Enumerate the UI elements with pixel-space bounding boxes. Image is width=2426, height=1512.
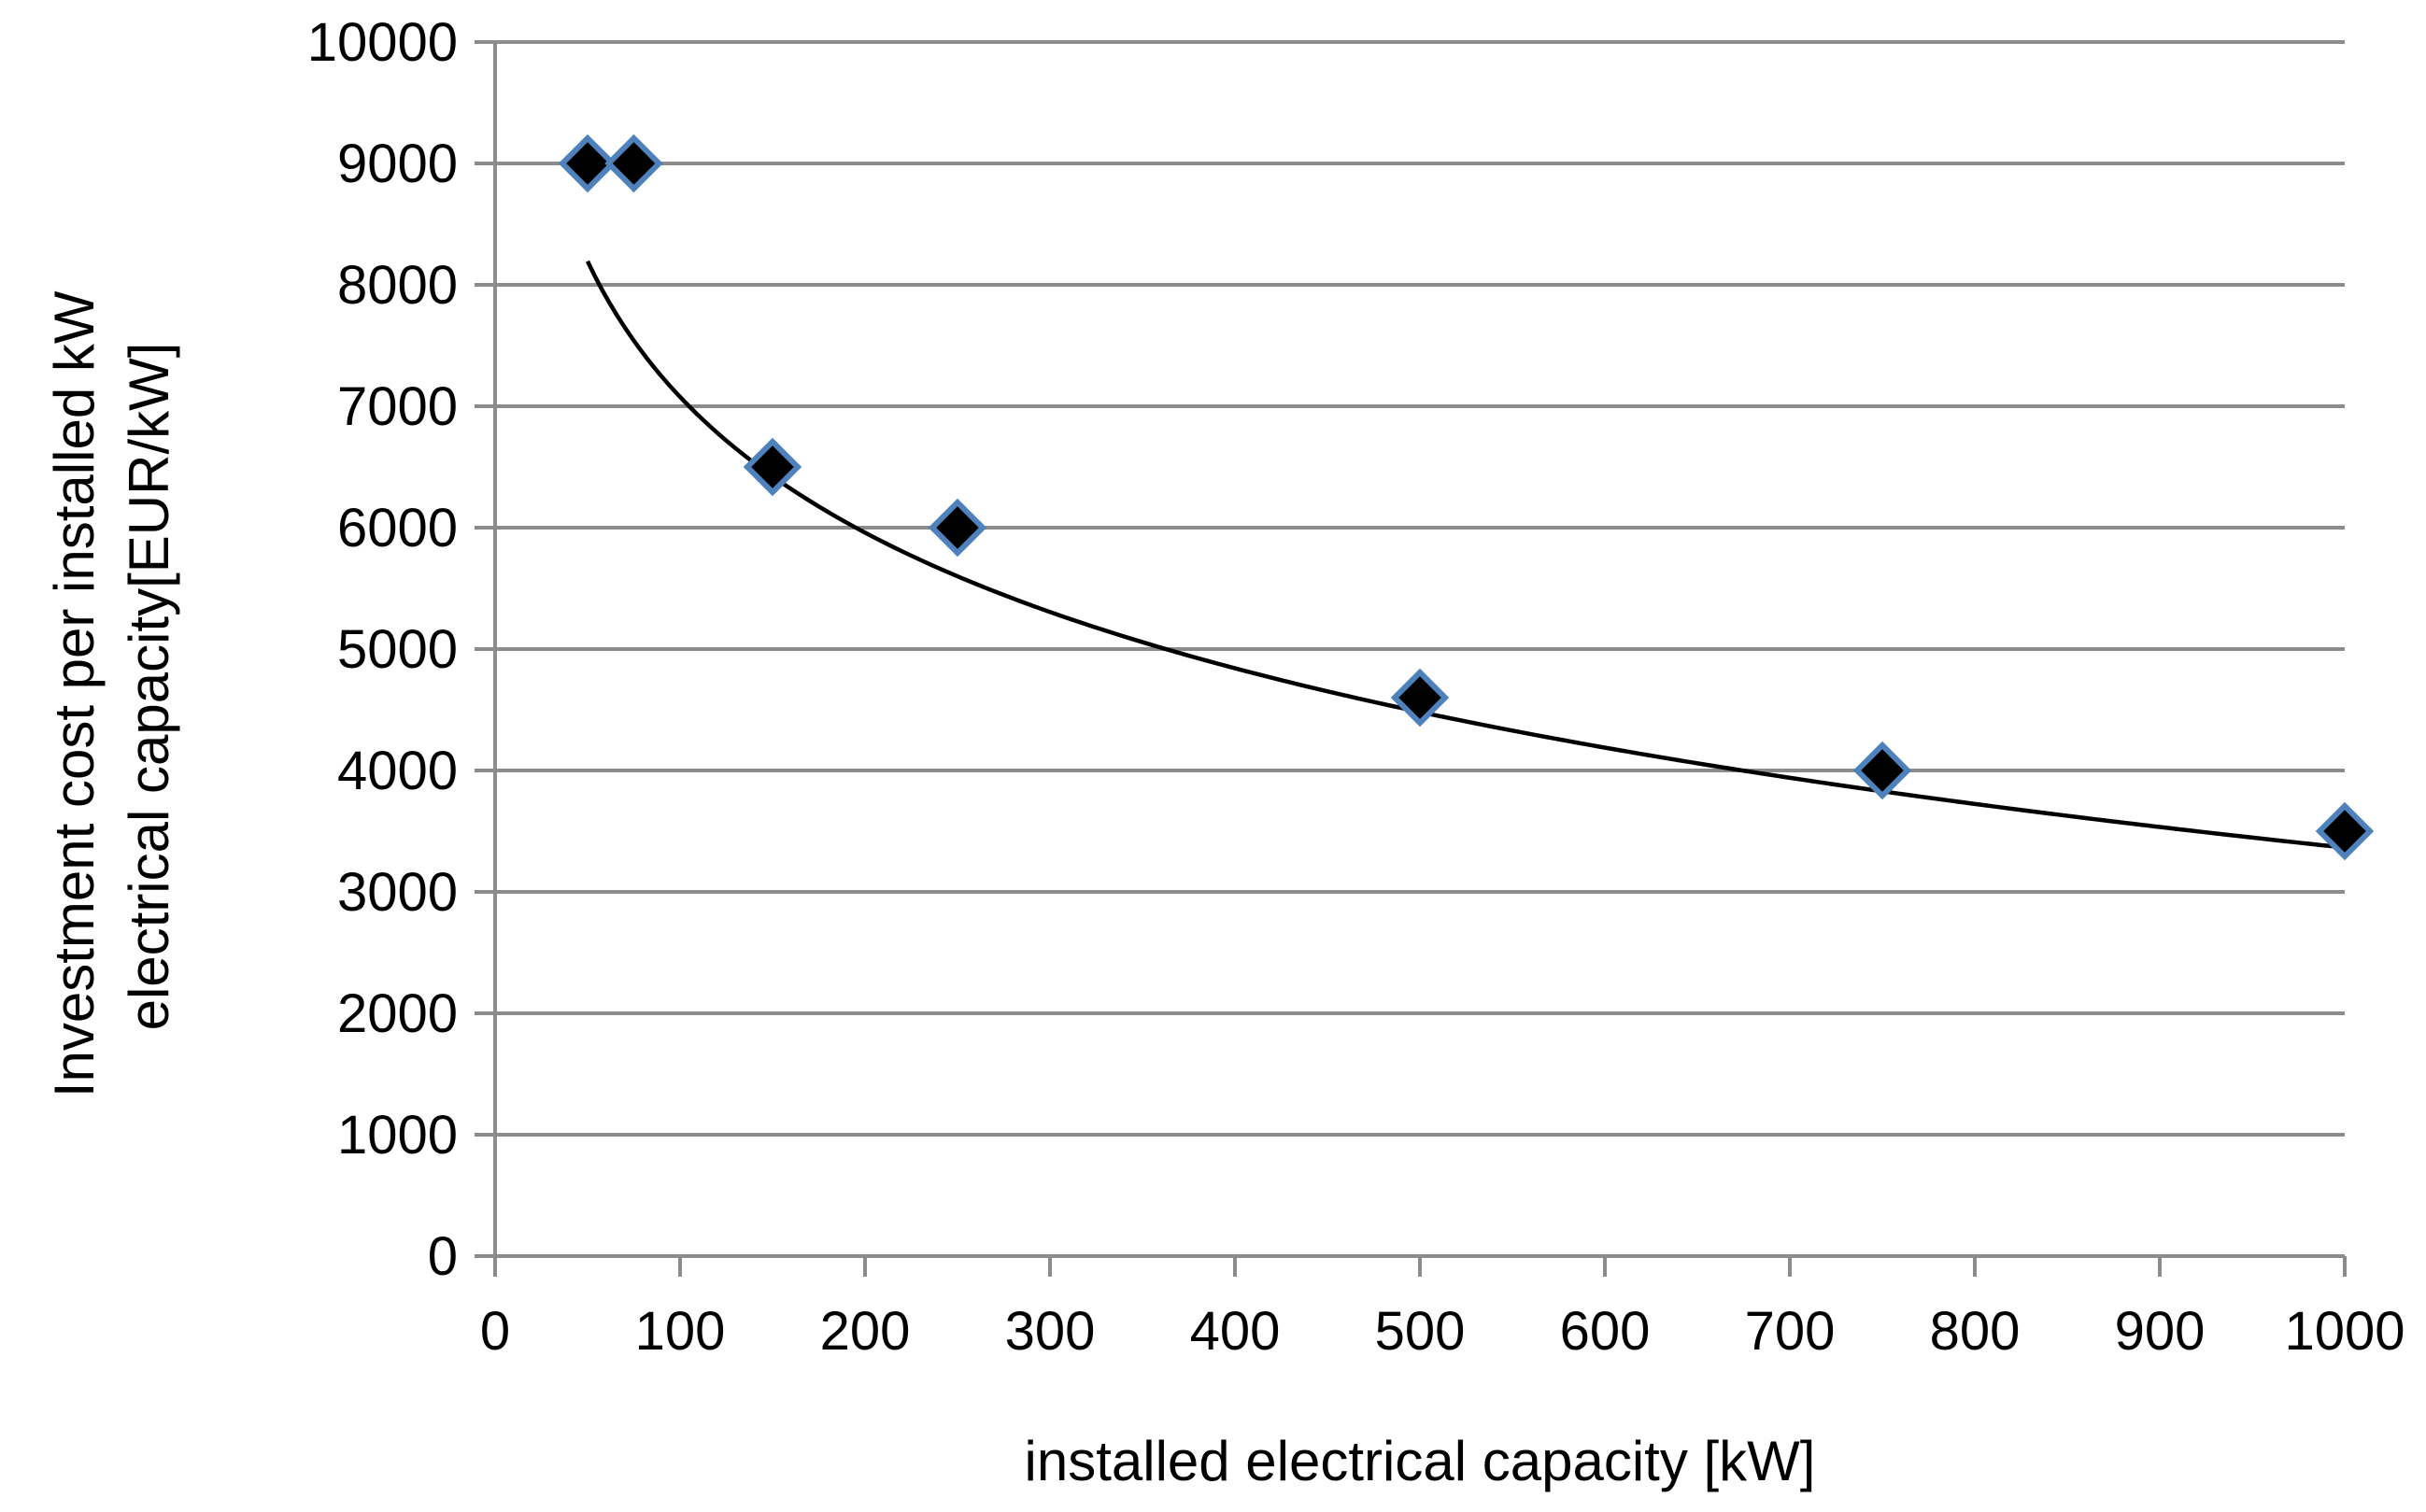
tick-labels: 0100020003000400050006000700080009000100… [307, 12, 2405, 1362]
x-tick-label: 600 [1560, 1301, 1651, 1362]
data-points [558, 134, 2375, 861]
y-tick-label: 10000 [307, 12, 458, 73]
x-tick-label: 200 [820, 1301, 911, 1362]
y-tick-label: 1000 [337, 1105, 458, 1166]
y-tick-label: 4000 [337, 741, 458, 801]
x-tick-label: 500 [1375, 1301, 1466, 1362]
x-tick-label: 300 [1005, 1301, 1096, 1362]
grid-lines [495, 40, 2345, 1137]
y-tick-label: 8000 [337, 255, 458, 316]
data-point [1852, 741, 1912, 800]
data-point [743, 437, 802, 497]
trendline [585, 260, 2346, 850]
y-tick-label: 0 [428, 1226, 458, 1287]
y-tick-label: 7000 [337, 376, 458, 437]
data-point [558, 134, 617, 193]
y-tick-label: 3000 [337, 862, 458, 923]
data-point [2315, 801, 2375, 861]
y-tick-label: 5000 [337, 619, 458, 680]
x-tick-label: 0 [480, 1301, 510, 1362]
y-axis-title-line-2: electrical capacity[EUR/kW] [118, 343, 180, 1031]
data-point [928, 498, 987, 558]
data-point [1390, 668, 1450, 728]
data-point [604, 134, 663, 193]
x-axis-title: installed electrical capacity [kW] [1025, 1430, 1816, 1492]
trendline-layer [585, 260, 2346, 850]
x-tick-label: 400 [1190, 1301, 1281, 1362]
y-tick-label: 6000 [337, 498, 458, 558]
y-tick-label: 9000 [337, 134, 458, 194]
x-tick-label: 800 [1930, 1301, 2021, 1362]
axes [475, 40, 2347, 1277]
y-axis-title: Investment cost per installed kW electri… [43, 276, 180, 1097]
x-tick-label: 900 [2115, 1301, 2206, 1362]
x-tick-label: 100 [635, 1301, 726, 1362]
y-tick-label: 2000 [337, 983, 458, 1044]
x-tick-label: 1000 [2284, 1301, 2405, 1362]
x-tick-label: 700 [1745, 1301, 1836, 1362]
y-axis-title-line-1: Investment cost per installed kW [43, 290, 106, 1097]
